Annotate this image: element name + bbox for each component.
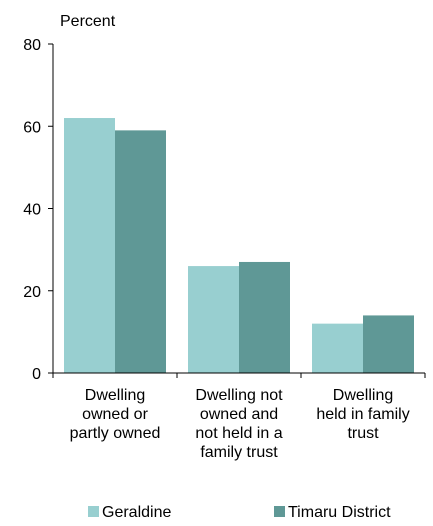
category-label-line: owned and — [200, 406, 278, 423]
category-label-line: partly owned — [70, 425, 161, 442]
category-label-line: trust — [347, 425, 379, 442]
category-label-line: not held in a — [195, 425, 282, 442]
y-tick-label: 60 — [23, 119, 41, 136]
category-label-1: Dwelling not owned and not held in a family… — [195, 387, 283, 461]
category-label-line: Dwelling not — [195, 387, 283, 404]
y-axis-ticks: 0 20 40 60 80 — [23, 37, 53, 383]
y-tick-label: 40 — [23, 202, 41, 219]
bar-timaru-district-0 — [115, 130, 166, 373]
y-tick-label: 80 — [23, 37, 41, 54]
bar-timaru-district-1 — [239, 261, 290, 373]
legend-swatch-geraldine — [88, 506, 99, 517]
x-axis-category-labels: Dwelling owned or partly owned Dwelling not… — [52, 373, 426, 461]
legend-label-timaru-district: Timaru District — [288, 504, 391, 521]
category-label-line: Dwelling — [333, 387, 393, 404]
bar-geraldine-2 — [312, 323, 363, 373]
category-label-line: owned or — [82, 406, 148, 423]
category-label-2: Dwelling held in family trust — [316, 387, 409, 442]
bars — [64, 118, 414, 374]
category-label-line: held in family — [316, 406, 409, 423]
bar-geraldine-1 — [188, 266, 239, 373]
y-tick-label: 0 — [32, 366, 41, 383]
y-axis-label: Percent — [60, 13, 116, 30]
legend-swatch-timaru-district — [274, 506, 285, 517]
category-label-line: Dwelling — [85, 387, 145, 404]
bar-geraldine-0 — [64, 118, 115, 374]
legend-label-geraldine: Geraldine — [102, 504, 171, 521]
category-label-0: Dwelling owned or partly owned — [70, 387, 161, 442]
bar-timaru-district-2 — [363, 315, 414, 373]
legend: Geraldine Timaru District — [88, 504, 391, 521]
category-label-line: family trust — [200, 444, 278, 461]
y-tick-label: 20 — [23, 284, 41, 301]
